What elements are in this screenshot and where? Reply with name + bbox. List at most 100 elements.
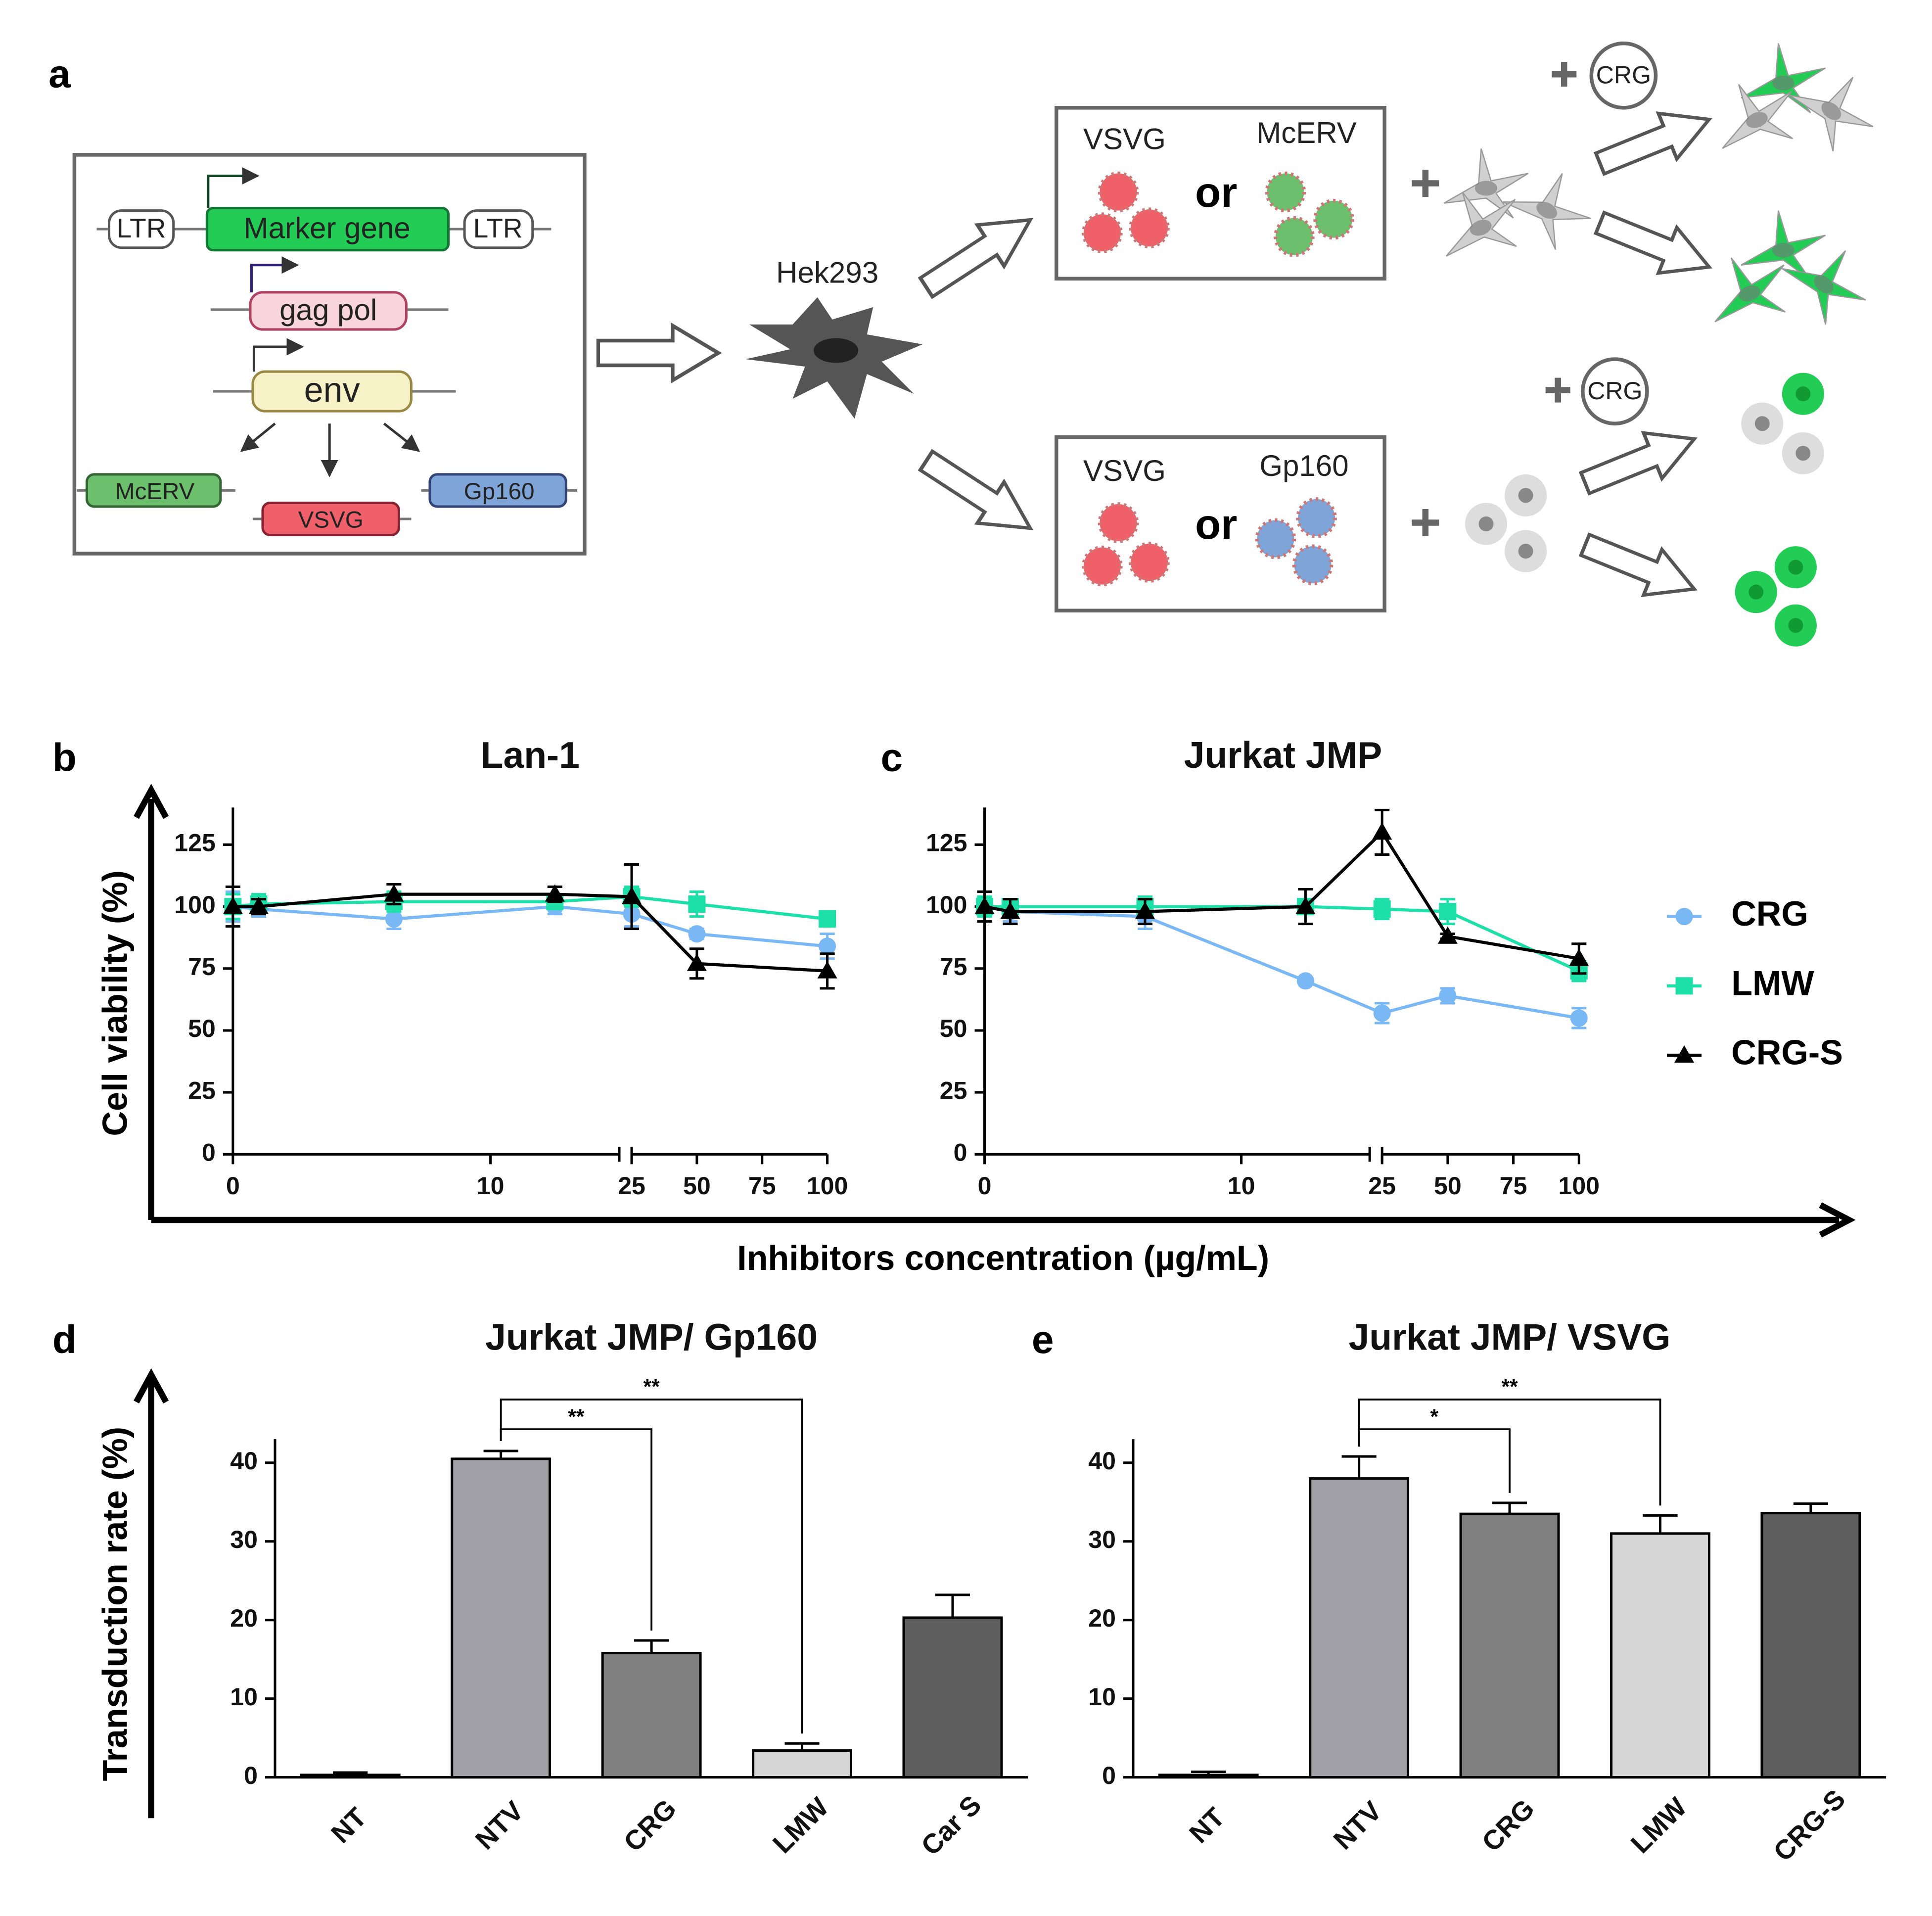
- y-tick-label: 75: [188, 953, 216, 981]
- chart-title: Jurkat JMP/ VSVG: [1349, 1316, 1671, 1358]
- chart-title: Jurkat JMP: [1184, 734, 1382, 776]
- y-tick-label: 0: [202, 1139, 216, 1167]
- legend-marker: [1674, 1045, 1695, 1063]
- y-tick-label: 0: [244, 1762, 258, 1789]
- error-bar: [1643, 1514, 1678, 1534]
- x-tick-label: NTV: [1328, 1795, 1388, 1856]
- mcerv-box: [85, 473, 222, 508]
- x-tick-label: NT: [325, 1801, 372, 1849]
- chart-title: Lan-1: [481, 734, 580, 776]
- block-arrow: [1591, 200, 1718, 290]
- x-tick-label: CRG-S: [1767, 1783, 1851, 1867]
- marker: [223, 896, 243, 914]
- marker: [1437, 926, 1458, 944]
- panel-label: d: [52, 1317, 77, 1361]
- virus: [1276, 218, 1313, 255]
- y-axis-label: Transduction rate (%): [96, 1427, 135, 1781]
- marker: [687, 953, 707, 971]
- error-bar: [1492, 1501, 1527, 1514]
- x-tick-label: 100: [807, 1172, 848, 1200]
- x-axis-label: Inhibitors concentration (µg/mL): [737, 1239, 1269, 1277]
- y-tick-label: 100: [174, 891, 216, 919]
- arrow: [383, 422, 420, 452]
- vsvg-box: [261, 501, 400, 537]
- promoter: [207, 167, 260, 208]
- nucleus: [814, 338, 859, 363]
- y-tick-label: 75: [940, 953, 967, 981]
- y-axis-label: Cell viability (%): [96, 870, 135, 1136]
- plus-sign: [1412, 62, 1577, 537]
- panel-label: b: [52, 735, 77, 779]
- block-arrow: [598, 326, 718, 380]
- gp160-box: [428, 473, 567, 508]
- block-arrow: [1576, 522, 1703, 612]
- x-tick-label: 0: [226, 1172, 240, 1200]
- x-tick-label: 0: [978, 1172, 992, 1200]
- bar: [1158, 1774, 1259, 1779]
- neuron: [1495, 154, 1604, 258]
- y-tick-label: 50: [188, 1015, 216, 1042]
- marker: [1439, 903, 1457, 921]
- inhibitor-label: CRG: [1587, 377, 1642, 405]
- legend-label: CRG: [1731, 894, 1808, 933]
- series-line: [232, 892, 828, 973]
- error-bar: [1341, 1455, 1377, 1479]
- x-tick-label: 75: [1500, 1172, 1527, 1200]
- series-line: [984, 905, 1579, 1020]
- bar: [1610, 1532, 1710, 1779]
- cells: [1465, 373, 1824, 647]
- marker: [688, 925, 706, 943]
- x-tick-label: CRG: [1476, 1793, 1540, 1857]
- neuron: [1779, 52, 1890, 162]
- series-line: [984, 905, 1580, 973]
- x-tick-label: CRG: [618, 1793, 682, 1857]
- producer-label: Hek293: [776, 256, 878, 289]
- y-tick-label: 30: [1088, 1526, 1116, 1553]
- virus: [1267, 173, 1304, 210]
- axis-arrowhead: [134, 1368, 169, 1404]
- arrow: [240, 422, 276, 452]
- block-arrow: [913, 440, 1044, 549]
- marker: [1295, 896, 1316, 914]
- marker: [1373, 1004, 1391, 1022]
- virus-label: VSVG: [1083, 454, 1166, 487]
- promoter: [250, 256, 299, 292]
- vsvg-label: VSVG: [298, 507, 364, 533]
- marker: [1439, 987, 1457, 1005]
- marker: [1569, 948, 1589, 966]
- block-arrow: [1576, 416, 1703, 506]
- marker: [974, 896, 995, 914]
- virus: [1100, 504, 1137, 541]
- y-tick-label: 40: [230, 1447, 258, 1475]
- significance-bracket: [1358, 1399, 1661, 1506]
- y-tick-label: 10: [230, 1683, 258, 1711]
- significance-label: **: [1501, 1375, 1518, 1399]
- y-tick-label: 125: [926, 829, 967, 857]
- y-tick-label: 125: [174, 829, 216, 857]
- inhibitor-circle: [1589, 41, 1658, 110]
- x-tick-label: LMW: [1625, 1791, 1693, 1859]
- marker: [1135, 901, 1155, 919]
- mcerv-label: McERV: [115, 478, 195, 505]
- y-tick-label: 0: [954, 1139, 967, 1167]
- marker: [384, 884, 404, 902]
- significance-label: **: [644, 1375, 660, 1399]
- ltr-label: LTR: [473, 213, 523, 243]
- y-tick-label: 25: [188, 1076, 216, 1104]
- inhibitor-circle: [1581, 357, 1649, 425]
- block-arrow: [1591, 96, 1718, 186]
- bar: [601, 1651, 702, 1779]
- y-tick-label: 40: [1088, 1447, 1116, 1475]
- series-line: [232, 905, 828, 948]
- virus: [1257, 520, 1294, 557]
- ltr-box: [108, 209, 175, 249]
- bar: [1760, 1512, 1861, 1779]
- y-tick-label: 25: [940, 1076, 967, 1104]
- bar: [300, 1774, 401, 1779]
- or-label: or: [1195, 501, 1237, 548]
- virus-label: VSVG: [1083, 122, 1166, 155]
- env-label: env: [304, 371, 360, 409]
- x-tick-label: NTV: [469, 1795, 530, 1856]
- legend-marker: [1675, 977, 1693, 995]
